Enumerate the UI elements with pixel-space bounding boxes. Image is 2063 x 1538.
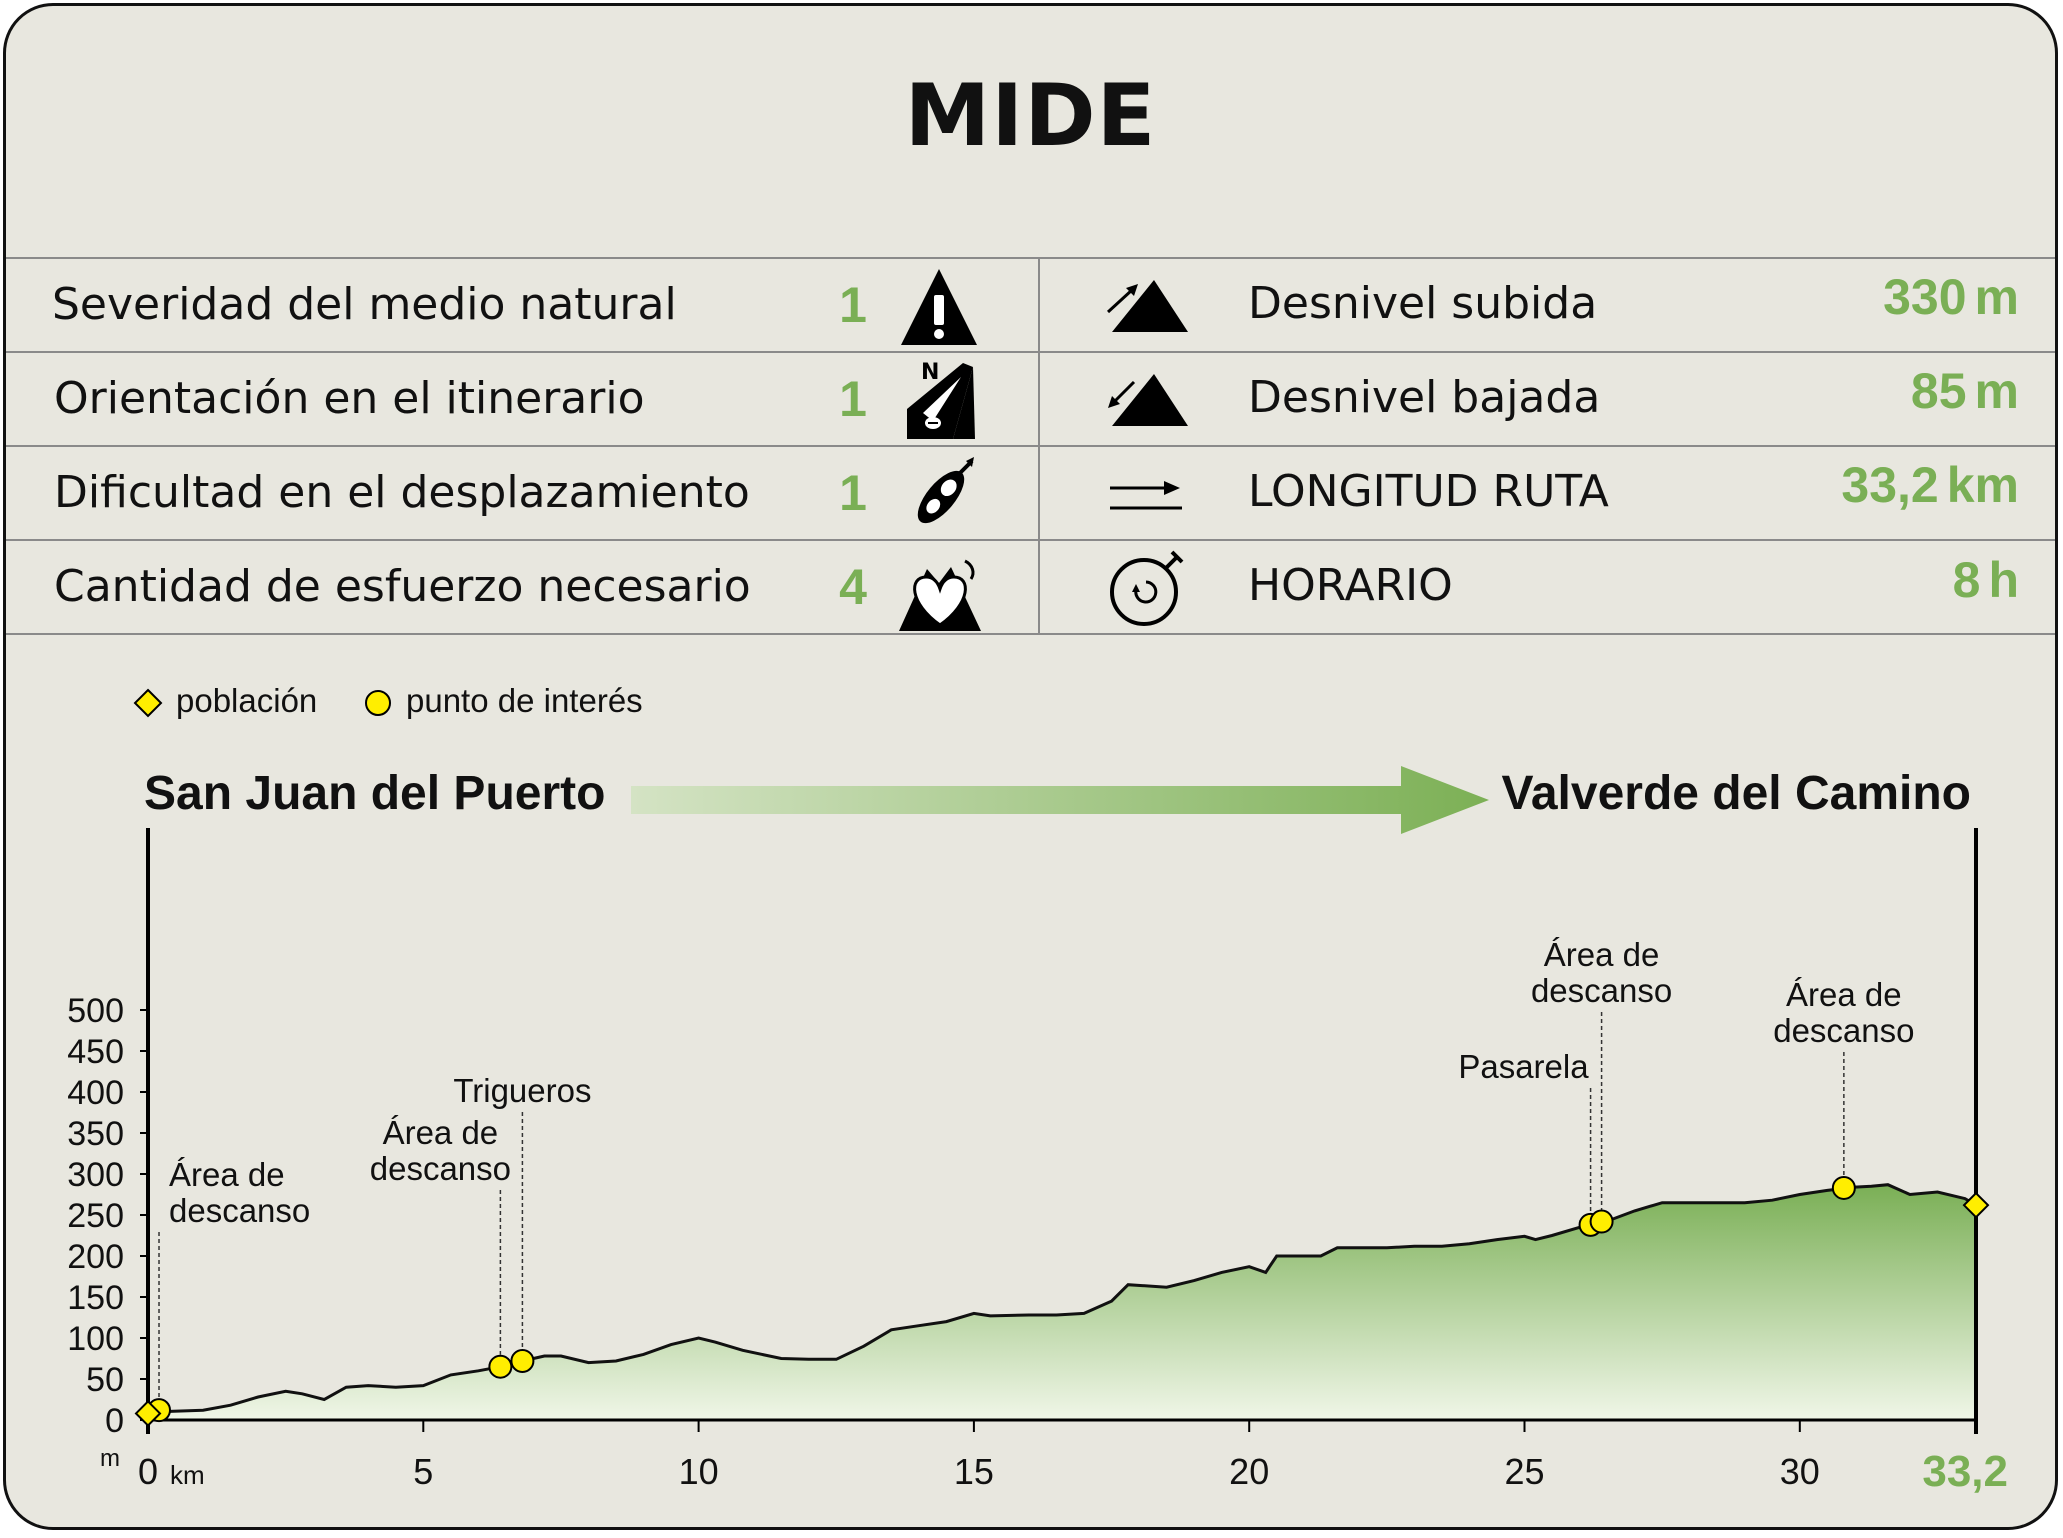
length-label: LONGITUD RUTA [1248,466,1609,517]
x-tick-label: 10 [679,1451,719,1492]
effort-value: 4 [839,559,867,615]
legend-poi-label: punto de interés [406,682,643,719]
effort-label: Cantidad de esfuerzo necesario [54,561,751,612]
divider [6,445,2055,447]
ascent-icon [1106,280,1188,332]
poi-label: Área de [1786,976,1902,1013]
stopwatch-icon [1110,550,1184,626]
difficulty-value: 1 [839,465,867,521]
divider [6,351,2055,353]
poi-marker [1589,1209,1614,1234]
divider [6,539,2055,541]
direction-arrow [631,766,1489,834]
poi-label: Área de [169,1156,285,1193]
descent-icon [1108,374,1188,426]
svg-text:N: N [921,360,939,385]
poi-label: descanso [1773,1012,1914,1049]
x-end-label: 33,2 [1922,1447,2008,1496]
page-title: MIDE [904,66,1157,166]
severity-label: Severidad del medio natural [52,279,677,330]
poi-label: Trigueros [453,1072,591,1109]
poi-label: descanso [169,1192,310,1229]
column-divider [1038,257,1040,634]
y-tick-label: 500 [67,992,124,1030]
divider [6,257,2055,259]
y-tick-label: 250 [67,1197,124,1235]
compass-orientation-icon: N [907,360,975,439]
mide-card: MIDE Severidad del medio natural 1 Orien… [3,3,2058,1530]
y-tick-label: 200 [67,1238,124,1276]
y-axis-unit: m [100,1445,120,1472]
descent-label: Desnivel bajada [1248,372,1601,423]
ascent-label: Desnivel subida [1248,278,1598,329]
y-tick-label: 100 [67,1320,124,1358]
town-marker [1962,1191,1990,1219]
footprint-icon [917,457,974,524]
start-town: San Juan del Puerto [144,767,606,820]
town-diamond-icon [133,688,163,718]
x-tick-label: 25 [1504,1451,1544,1492]
severity-value: 1 [839,277,867,333]
x-tick-label: 20 [1229,1451,1269,1492]
x-tick-label: 15 [954,1451,994,1492]
x-axis-unit: km [170,1460,205,1490]
poi-label: descanso [1531,972,1672,1009]
profile-area [148,1184,1976,1420]
poi-marker [510,1348,535,1373]
y-tick-label: 450 [67,1033,124,1071]
poi-label: Área de [1544,936,1660,973]
y-tick-label: 150 [67,1279,124,1317]
y-tick-label: 50 [86,1361,124,1399]
poi-label: Pasarela [1458,1048,1589,1085]
legend-town-label: población [176,682,318,719]
town-marker [134,1400,162,1427]
descent-value: 85 m [1910,363,2019,419]
heart-mountain-icon [899,559,981,631]
y-tick-label: 400 [67,1074,124,1112]
y-tick-label: 300 [67,1156,124,1194]
poi-label: descanso [370,1150,511,1187]
x-tick-label: 5 [413,1451,433,1492]
ascent-value: 330 m [1883,269,2019,325]
profile-line [147,1183,1977,1415]
poi-marker [1831,1175,1856,1200]
warning-triangle-icon [901,269,977,345]
poi-circle-icon [365,690,391,716]
orientation-value: 1 [839,371,867,427]
schedule-label: HORARIO [1248,560,1453,611]
poi-label: Área de [383,1114,499,1151]
x-tick-label: 0 [138,1451,158,1492]
orientation-label: Orientación en el itinerario [54,373,645,424]
length-value: 33,2 km [1841,457,2019,513]
end-town: Valverde del Camino [1501,767,1971,820]
poi-marker [488,1354,513,1379]
distance-arrow-icon [1110,481,1182,510]
y-tick-label: 350 [67,1115,124,1153]
difficulty-label: Dificultad en el desplazamiento [54,467,750,518]
x-tick-label: 30 [1780,1451,1820,1492]
y-tick-label: 0 [105,1402,124,1440]
divider [6,633,2055,635]
